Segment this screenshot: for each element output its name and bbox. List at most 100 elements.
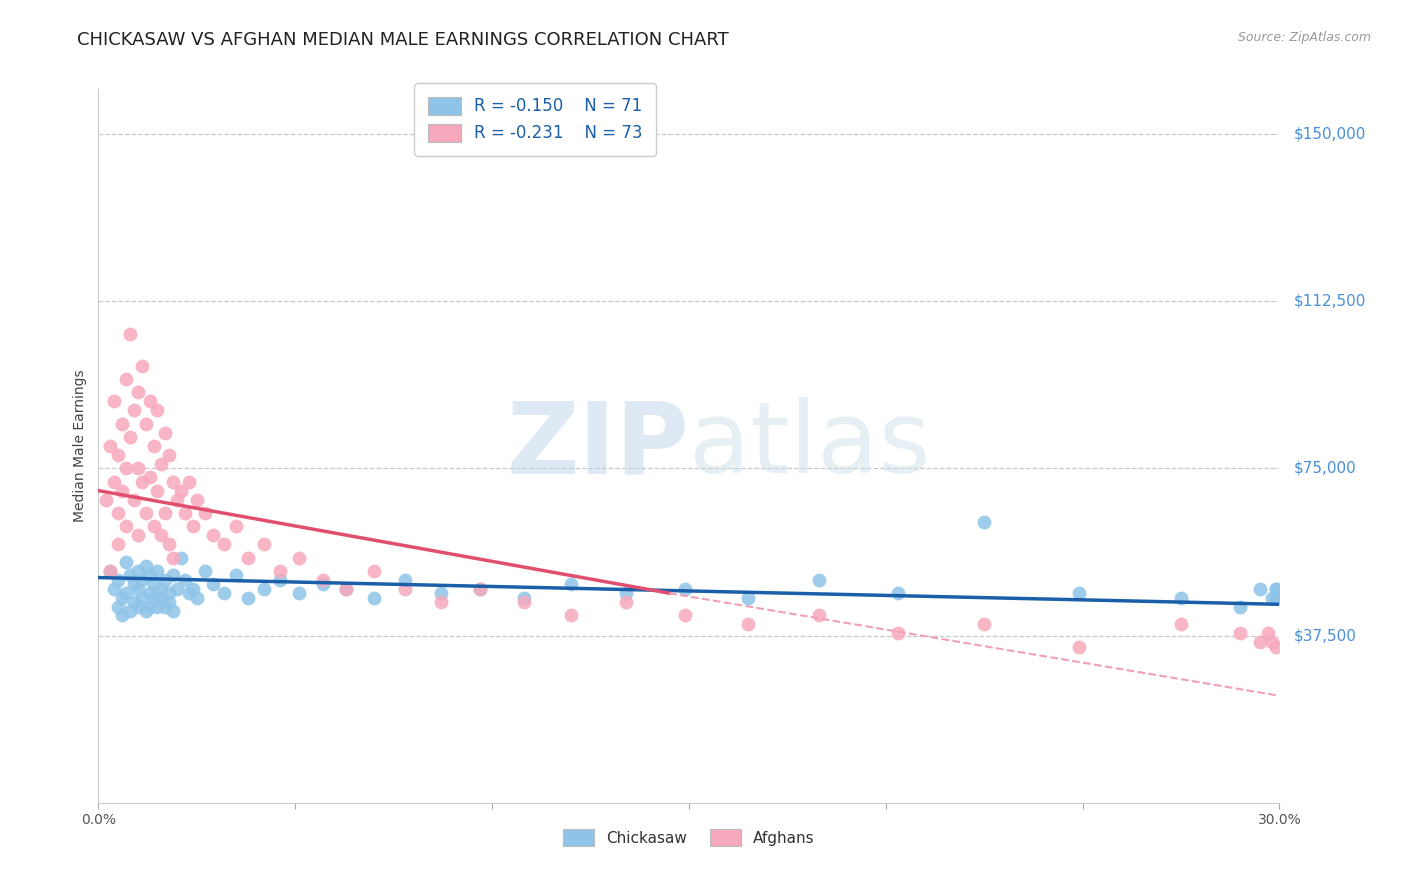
Point	[118, 604, 141, 618]
Point	[1229, 626, 1251, 640]
Point	[107, 448, 129, 462]
Point	[146, 483, 169, 498]
Point	[150, 582, 173, 596]
Point	[111, 608, 134, 623]
Point	[1170, 591, 1192, 605]
Point	[737, 617, 759, 632]
Point	[138, 568, 160, 582]
Point	[194, 564, 217, 578]
Point	[1264, 640, 1286, 654]
Point	[122, 492, 145, 507]
Point	[142, 577, 165, 591]
Point	[236, 550, 259, 565]
Point	[363, 591, 385, 605]
Point	[470, 582, 492, 596]
Legend: Chickasaw, Afghans: Chickasaw, Afghans	[557, 823, 821, 852]
Point	[166, 492, 188, 507]
Point	[1260, 635, 1282, 649]
Point	[122, 577, 145, 591]
Point	[186, 492, 208, 507]
Point	[560, 577, 582, 591]
Point	[236, 591, 259, 605]
Point	[111, 417, 134, 431]
Point	[142, 519, 165, 533]
Point	[127, 564, 149, 578]
Point	[181, 582, 204, 596]
Point	[107, 537, 129, 551]
Point	[166, 582, 188, 596]
Point	[177, 586, 200, 600]
Point	[186, 591, 208, 605]
Point	[150, 591, 173, 605]
Point	[131, 591, 153, 605]
Point	[214, 586, 236, 600]
Point	[135, 506, 157, 520]
Point	[142, 439, 165, 453]
Point	[118, 568, 141, 582]
Point	[115, 586, 138, 600]
Point	[127, 599, 149, 614]
Point	[1264, 591, 1286, 605]
Point	[737, 591, 759, 605]
Point	[162, 568, 184, 582]
Point	[886, 626, 908, 640]
Point	[135, 559, 157, 574]
Point	[269, 573, 291, 587]
Point	[614, 586, 637, 600]
Point	[430, 586, 453, 600]
Point	[127, 582, 149, 596]
Point	[1260, 591, 1282, 605]
Text: atlas: atlas	[689, 398, 931, 494]
Point	[155, 506, 177, 520]
Point	[107, 599, 129, 614]
Point	[253, 582, 276, 596]
Point	[135, 417, 157, 431]
Point	[335, 582, 357, 596]
Point	[111, 591, 134, 605]
Point	[103, 475, 125, 489]
Point	[115, 519, 138, 533]
Point	[135, 604, 157, 618]
Point	[1067, 586, 1090, 600]
Point	[512, 595, 534, 609]
Point	[157, 586, 180, 600]
Point	[1170, 617, 1192, 632]
Y-axis label: Median Male Earnings: Median Male Earnings	[73, 369, 87, 523]
Point	[194, 506, 217, 520]
Point	[127, 461, 149, 475]
Point	[614, 595, 637, 609]
Point	[512, 591, 534, 605]
Point	[138, 394, 160, 409]
Point	[162, 475, 184, 489]
Point	[201, 577, 224, 591]
Point	[162, 550, 184, 565]
Point	[157, 448, 180, 462]
Point	[127, 528, 149, 542]
Point	[122, 403, 145, 417]
Point	[225, 519, 247, 533]
Point	[973, 617, 995, 632]
Text: $150,000: $150,000	[1294, 127, 1367, 141]
Point	[138, 470, 160, 484]
Point	[131, 359, 153, 373]
Point	[115, 555, 138, 569]
Point	[1264, 582, 1286, 596]
Point	[394, 573, 416, 587]
Point	[96, 492, 118, 507]
Point	[146, 599, 169, 614]
Point	[150, 457, 173, 471]
Point	[157, 595, 180, 609]
Point	[430, 595, 453, 609]
Point	[98, 564, 121, 578]
Point	[177, 475, 200, 489]
Point	[1249, 635, 1271, 649]
Point	[214, 537, 236, 551]
Point	[157, 537, 180, 551]
Point	[107, 573, 129, 587]
Point	[174, 573, 197, 587]
Point	[127, 385, 149, 400]
Point	[394, 582, 416, 596]
Point	[122, 595, 145, 609]
Text: $75,000: $75,000	[1294, 461, 1357, 475]
Point	[201, 528, 224, 542]
